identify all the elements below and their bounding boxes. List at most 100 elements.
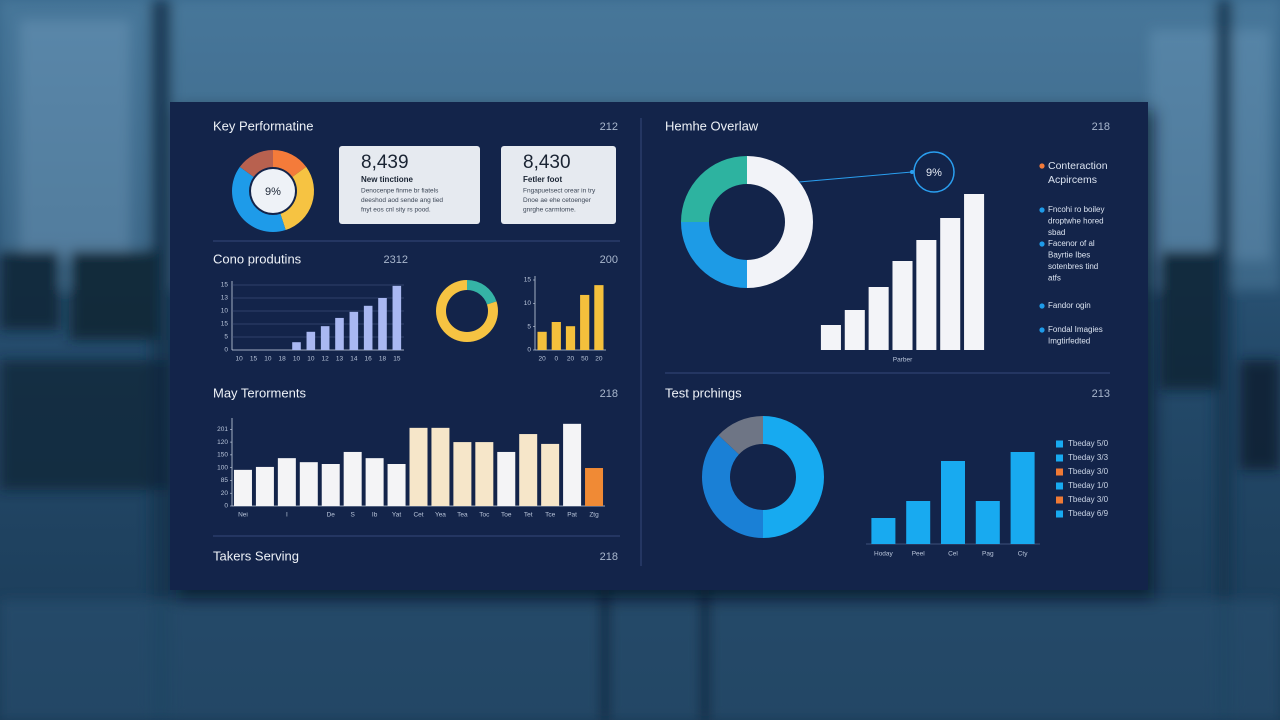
legend-label: Tbeday 3/3 [1068,453,1109,462]
bar [299,462,318,506]
x-tick-label: Pat [567,512,577,519]
legend-label: sbad [1048,228,1065,237]
bar [551,322,561,350]
pie-center [251,169,295,213]
bar [392,285,402,350]
section-title: Cono produtins [213,251,302,266]
pie-segment [701,435,763,538]
y-tick-label: 5 [224,334,228,341]
bar [844,310,865,350]
callout-circle [913,151,955,193]
legend-label: Fncohi ro boiley [1048,205,1104,214]
x-tick-label: Tea [457,512,468,519]
section-badge: 218 [600,388,618,400]
kpi-card [501,146,616,224]
y-tick-label: 120 [217,439,228,446]
pie-segment [239,150,273,177]
pie-segment [718,416,763,455]
legend-label: Imgtirfedted [1048,337,1090,346]
legend-label: atfs [1048,274,1061,283]
y-tick-label: 15 [221,282,229,289]
kpi-value: 8,430 [523,152,571,173]
section-title: Hemhe Overlaw [665,118,759,133]
kpi-description: deeshod aod sende ang tied [361,197,443,204]
bar [497,451,516,506]
bar [365,458,384,506]
bar [475,442,494,506]
legend-swatch [1056,496,1063,504]
bar [349,311,359,350]
section-badge: 212 [600,121,618,133]
kpi-description: Dnoe ae ehe cetoenger [523,197,592,204]
x-tick-label: Ib [372,512,378,519]
bar [868,287,889,350]
legend-label: Tbeday 1/0 [1068,481,1109,490]
legend-label: Bayrtie Ibes [1048,251,1090,260]
bar [537,331,547,350]
x-tick-label: 16 [365,356,373,363]
pie-segment [231,166,286,232]
bar [233,469,252,506]
bar [320,326,330,350]
bar [363,305,373,350]
pie-segment [435,280,498,343]
legend-label: Facenor of al [1048,239,1095,248]
bar [916,240,937,350]
bar [565,326,576,350]
y-tick-label: 201 [217,426,228,433]
legend-swatch [1056,454,1063,462]
pie-segment [763,416,824,538]
y-tick-label: 0 [527,347,531,354]
bar [594,285,604,350]
x-tick-label: Yat [392,512,401,519]
y-tick-label: 0 [224,503,228,510]
section-badge: 218 [1092,121,1110,133]
bar [871,518,896,544]
legend-label: Conteraction [1048,160,1108,172]
x-tick-label: I [286,512,288,519]
bar [343,451,362,506]
bar [321,464,340,506]
x-tick-label: 20 [538,356,546,363]
x-tick-label: Ztg [589,512,599,519]
x-tick-label: 10 [264,356,272,363]
y-tick-label: 20 [221,490,229,497]
pie-segment [681,156,747,222]
pie-segment [747,156,813,288]
bar [964,194,985,350]
callout-line [798,171,913,183]
pie-segment [467,280,497,305]
legend-dot [1039,207,1045,213]
legend-dot [1039,327,1045,333]
x-tick-label: 14 [350,356,358,363]
bar [453,442,472,506]
y-tick-label: 150 [217,452,228,459]
legend-dot [1039,241,1045,247]
x-tick-label: Nei [238,512,248,519]
y-tick-label: 5 [527,323,531,330]
bar [940,461,966,544]
bar [431,427,450,506]
bar [585,468,604,506]
pie-segment [273,150,307,177]
bar [277,458,296,506]
legend-label: Tbeday 3/0 [1068,467,1109,476]
pie-segment [280,166,314,230]
bar [335,317,344,350]
kpi-description: Denocenpe finme br fiatels [361,188,439,195]
pie-center-label: 9% [265,186,281,198]
y-tick-label: 100 [217,464,228,471]
x-tick-label: De [327,512,336,519]
x-tick-label: 18 [379,356,387,363]
bar [378,298,387,350]
bar [1010,452,1035,544]
legend-label: droptwhe hored [1048,217,1104,226]
bar [292,342,301,350]
bar [306,331,316,350]
section-badge: 213 [1092,388,1110,400]
section-badge: 218 [600,551,618,563]
bar [255,466,274,506]
x-tick-label: Cel [948,551,958,558]
bar [820,325,841,350]
